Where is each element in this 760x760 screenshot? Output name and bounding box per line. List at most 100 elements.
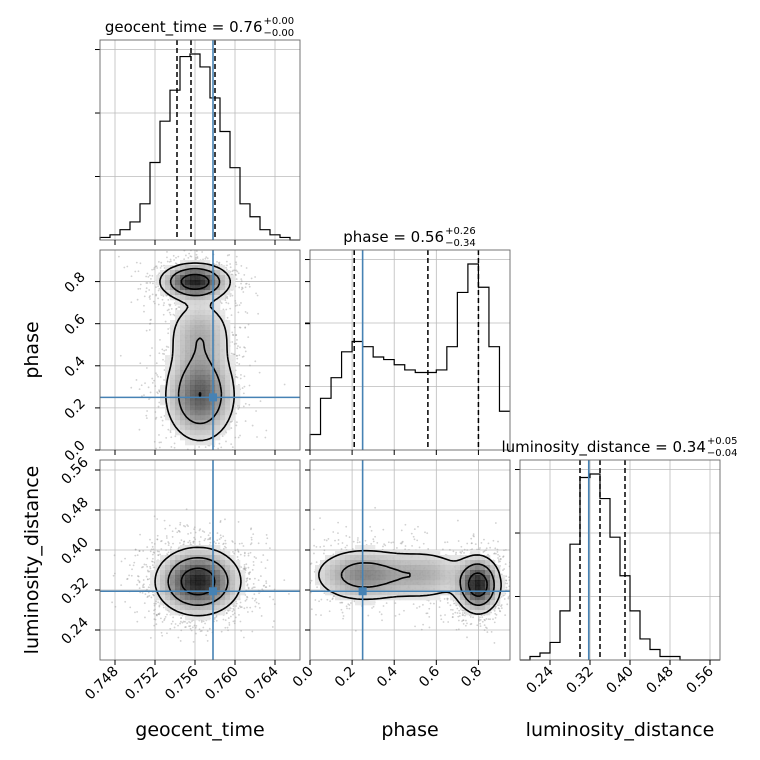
scatter-point (136, 611, 139, 613)
scatter-point (217, 447, 220, 450)
scatter-point (245, 580, 248, 583)
scatter-point (155, 600, 158, 603)
scatter-point (227, 302, 230, 305)
scatter-point (202, 455, 204, 457)
hist-panel-geocent_time (95, 39, 301, 241)
scatter-point (205, 256, 208, 259)
scatter-point (155, 447, 157, 450)
density-cell (195, 330, 201, 336)
scatter-point (233, 326, 236, 329)
scatter-point (158, 389, 160, 392)
density-cell (200, 335, 206, 341)
scatter-point (514, 565, 516, 567)
density-cell (225, 560, 231, 566)
scatter-point (240, 278, 243, 280)
density-cell (205, 425, 211, 431)
scatter-point (231, 331, 234, 334)
density-cell (195, 270, 201, 276)
density-cell (205, 345, 211, 351)
scatter-point (248, 285, 251, 288)
scatter-point (166, 256, 168, 259)
scatter-point (181, 621, 184, 624)
scatter-point (232, 333, 234, 336)
density-cell (180, 345, 186, 351)
scatter-point (143, 304, 145, 307)
scatter-point (166, 613, 168, 616)
scatter-point (248, 403, 251, 406)
density-cell (180, 265, 186, 271)
density-cell (200, 590, 206, 596)
scatter-point (246, 584, 249, 587)
density-cell (180, 555, 186, 561)
density-cell (195, 440, 201, 446)
scatter-point (174, 623, 177, 625)
scatter-point (188, 539, 191, 542)
density-cell (180, 380, 186, 386)
density-cell (170, 580, 176, 586)
scatter-point (114, 605, 117, 608)
scatter-point (152, 268, 155, 271)
scatter-point (153, 602, 156, 605)
scatter-point (198, 628, 201, 631)
density-cell (200, 440, 206, 446)
scatter-point (513, 595, 515, 597)
density-cell (205, 550, 211, 556)
density-cell (195, 345, 201, 351)
scatter-point (222, 535, 225, 538)
scatter-point (153, 266, 156, 269)
scatter-point (124, 600, 127, 603)
density-cell (235, 385, 241, 391)
scatter-point (194, 626, 197, 629)
scatter-point (151, 545, 154, 548)
scatter-point (237, 311, 240, 314)
scatter-point (495, 613, 498, 616)
scatter-point (500, 607, 503, 609)
density-cell (205, 260, 211, 266)
density-cell (185, 290, 191, 296)
scatter-point (422, 542, 425, 545)
density-cell (170, 590, 176, 596)
density-cell (160, 590, 166, 596)
density-cell (240, 570, 246, 576)
scatter-point (190, 457, 192, 459)
scatter-point (195, 253, 198, 256)
scatter-point (238, 406, 241, 409)
density-cell (175, 580, 181, 586)
scatter-point (325, 539, 328, 542)
scatter-point (250, 542, 253, 545)
density-cell (180, 325, 186, 331)
scatter-point (219, 534, 222, 537)
scatter-point (207, 534, 210, 537)
scatter-point (163, 617, 166, 620)
density-cell (205, 365, 211, 371)
scatter-point (245, 577, 248, 580)
scatter-point (159, 267, 162, 269)
density-cell (175, 415, 181, 421)
scatter-point (512, 623, 514, 625)
density-cell (195, 285, 201, 291)
scatter-point (460, 552, 463, 554)
scatter-point (136, 620, 139, 623)
scatter-point (400, 542, 403, 545)
density-cell (205, 605, 211, 611)
density-cell (190, 350, 196, 356)
density-cell (190, 595, 196, 601)
density-cell (230, 595, 236, 601)
scatter-point (428, 626, 431, 629)
scatter-point (158, 446, 161, 449)
density-cell (170, 365, 176, 371)
density-cell (230, 370, 236, 376)
scatter-point (327, 537, 330, 540)
density-cell (200, 435, 206, 441)
scatter-point (161, 621, 164, 623)
scatter-point (146, 588, 148, 591)
scatter-point (493, 642, 496, 644)
scatter-point (232, 269, 235, 272)
scatter-point (165, 349, 168, 351)
density-cell (215, 380, 221, 386)
density-cell (205, 565, 211, 571)
scatter-point (169, 548, 172, 551)
scatter-point (149, 391, 152, 394)
scatter-point (158, 604, 161, 607)
scatter-point (247, 566, 250, 569)
